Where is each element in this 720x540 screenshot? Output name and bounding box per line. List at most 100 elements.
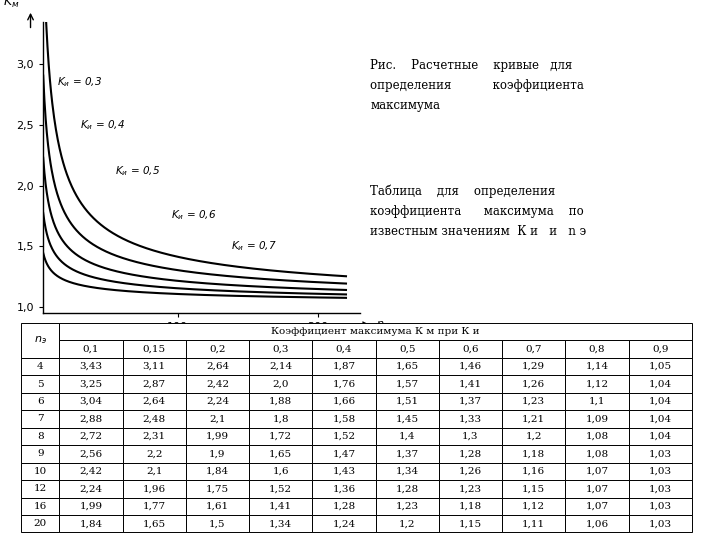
Bar <box>376 463 438 480</box>
Text: 2,31: 2,31 <box>143 432 166 441</box>
Text: $K_и$ = 0,3: $K_и$ = 0,3 <box>57 76 102 89</box>
Text: 2,2: 2,2 <box>146 449 163 458</box>
Bar <box>312 410 376 428</box>
Text: 1,66: 1,66 <box>333 397 356 406</box>
Text: 2,64: 2,64 <box>143 397 166 406</box>
Bar <box>312 393 376 410</box>
Bar <box>312 375 376 393</box>
Bar <box>312 445 376 463</box>
Bar <box>186 340 249 358</box>
Bar <box>59 480 122 497</box>
Text: $K_и$ = 0,6: $K_и$ = 0,6 <box>171 208 216 222</box>
Text: 2,24: 2,24 <box>206 397 229 406</box>
Bar <box>122 410 186 428</box>
Text: 1,2: 1,2 <box>399 519 415 528</box>
Text: 0,5: 0,5 <box>399 345 415 354</box>
Bar <box>59 358 122 375</box>
Text: $K_и$ = 0,5: $K_и$ = 0,5 <box>114 164 160 178</box>
Bar <box>22 323 59 358</box>
Bar <box>59 497 122 515</box>
Text: 0,6: 0,6 <box>462 345 479 354</box>
Text: 1,34: 1,34 <box>269 519 292 528</box>
Bar <box>122 515 186 532</box>
Bar <box>565 463 629 480</box>
Bar <box>249 340 312 358</box>
Text: 1,75: 1,75 <box>206 484 229 494</box>
Bar <box>59 393 122 410</box>
Bar <box>249 358 312 375</box>
Text: 2,64: 2,64 <box>206 362 229 371</box>
Bar <box>312 480 376 497</box>
Bar <box>565 480 629 497</box>
Text: 1,23: 1,23 <box>459 484 482 494</box>
Bar <box>122 463 186 480</box>
Bar <box>249 428 312 445</box>
Bar <box>565 445 629 463</box>
Text: 1,16: 1,16 <box>522 467 545 476</box>
Text: 0,9: 0,9 <box>652 345 668 354</box>
Text: 1,2: 1,2 <box>526 432 542 441</box>
Bar <box>122 358 186 375</box>
Text: 4: 4 <box>37 362 44 371</box>
Bar <box>629 358 692 375</box>
Bar <box>502 358 565 375</box>
Text: 1,14: 1,14 <box>585 362 608 371</box>
Text: 1,99: 1,99 <box>79 502 102 511</box>
Bar <box>249 445 312 463</box>
Text: 2,42: 2,42 <box>79 467 102 476</box>
Text: 0,4: 0,4 <box>336 345 352 354</box>
Bar <box>186 358 249 375</box>
Bar <box>629 340 692 358</box>
Text: 1,03: 1,03 <box>649 449 672 458</box>
Bar <box>565 375 629 393</box>
Text: 2,48: 2,48 <box>143 415 166 423</box>
Text: 1,03: 1,03 <box>649 519 672 528</box>
Bar <box>502 393 565 410</box>
Bar <box>376 480 438 497</box>
Bar <box>186 497 249 515</box>
Text: 2,72: 2,72 <box>79 432 102 441</box>
Bar <box>438 463 502 480</box>
Text: 1,04: 1,04 <box>649 397 672 406</box>
Bar <box>122 497 186 515</box>
Text: 2,87: 2,87 <box>143 380 166 388</box>
Bar <box>186 410 249 428</box>
Text: 1,37: 1,37 <box>459 397 482 406</box>
Text: 1,6: 1,6 <box>272 467 289 476</box>
Text: Коэффициент максимума К м при К и: Коэффициент максимума К м при К и <box>271 327 480 336</box>
Text: 1,23: 1,23 <box>395 502 419 511</box>
Bar <box>502 340 565 358</box>
Text: 1,51: 1,51 <box>395 397 419 406</box>
Text: 1,08: 1,08 <box>585 449 608 458</box>
Text: 1,29: 1,29 <box>522 362 545 371</box>
Text: 1,57: 1,57 <box>395 380 419 388</box>
Text: 2,1: 2,1 <box>209 415 225 423</box>
Bar <box>438 497 502 515</box>
Text: 1,41: 1,41 <box>459 380 482 388</box>
Text: 1,96: 1,96 <box>143 484 166 494</box>
Text: 1,43: 1,43 <box>333 467 356 476</box>
Text: 1,12: 1,12 <box>522 502 545 511</box>
Text: 12: 12 <box>34 484 47 494</box>
Text: 8: 8 <box>37 432 44 441</box>
Bar <box>59 410 122 428</box>
Bar <box>122 445 186 463</box>
Bar <box>502 497 565 515</box>
Text: 1,07: 1,07 <box>585 502 608 511</box>
Bar <box>122 340 186 358</box>
Text: 1,46: 1,46 <box>459 362 482 371</box>
Bar <box>186 463 249 480</box>
Bar <box>59 515 122 532</box>
Text: 1,88: 1,88 <box>269 397 292 406</box>
Text: 1,99: 1,99 <box>206 432 229 441</box>
Text: 3,11: 3,11 <box>143 362 166 371</box>
Text: $K_и$ = 0,4: $K_и$ = 0,4 <box>80 118 125 132</box>
Bar <box>186 393 249 410</box>
Bar <box>59 463 122 480</box>
Bar <box>249 410 312 428</box>
Bar <box>186 480 249 497</box>
Text: 1,47: 1,47 <box>333 449 356 458</box>
Text: 1,12: 1,12 <box>585 380 608 388</box>
Bar <box>249 393 312 410</box>
Bar <box>249 480 312 497</box>
